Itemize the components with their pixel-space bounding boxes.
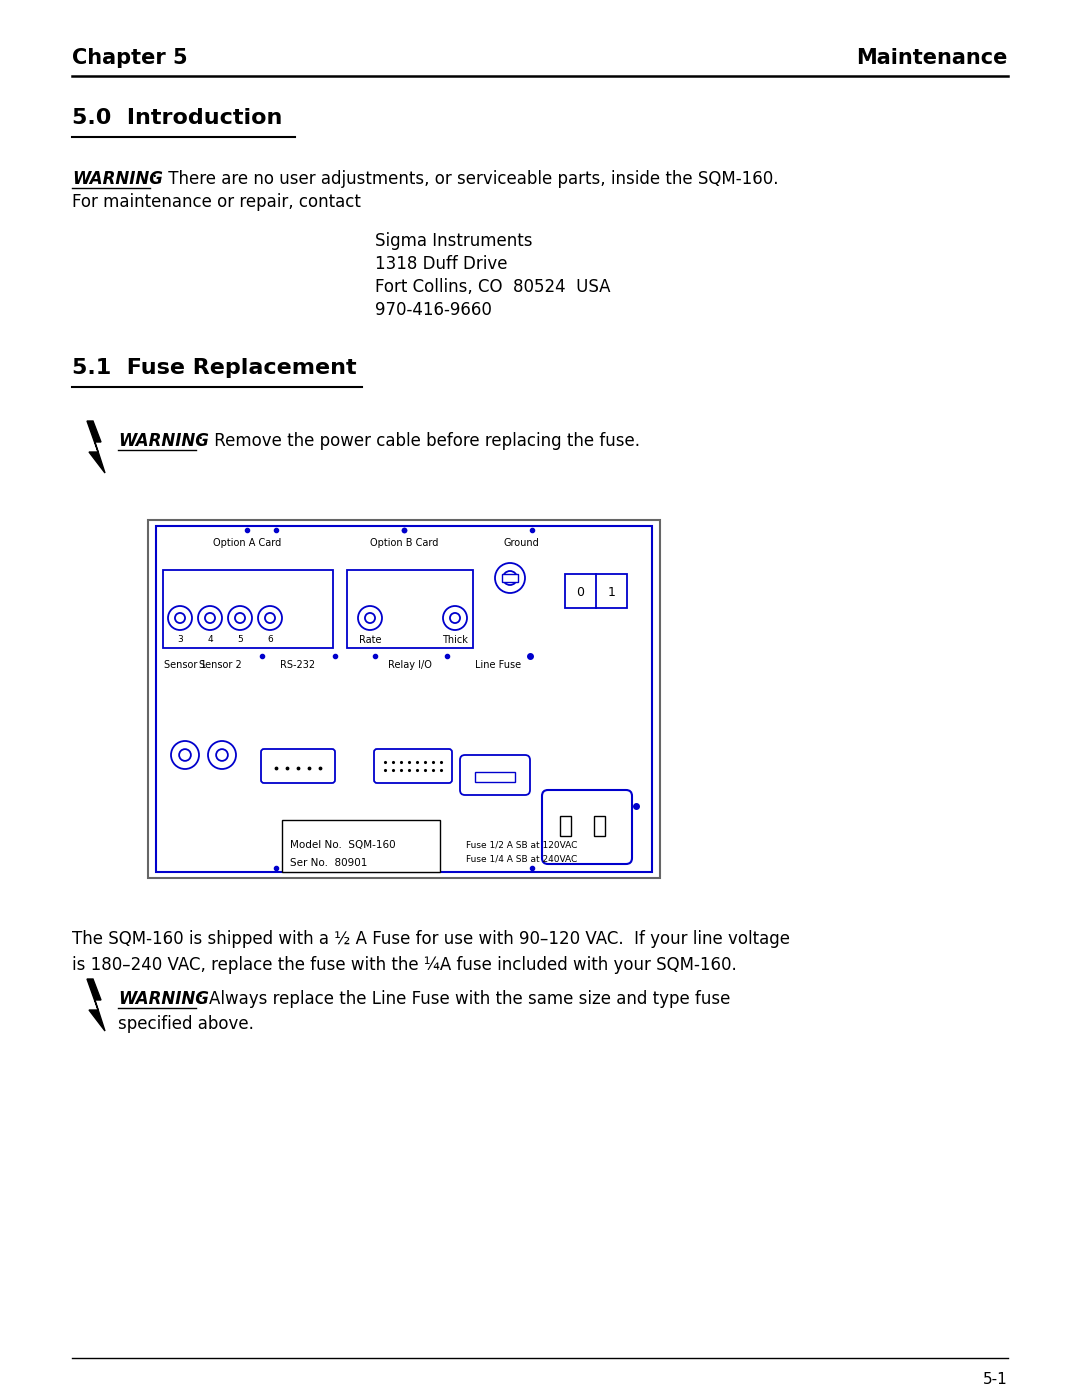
FancyBboxPatch shape	[374, 749, 453, 782]
Text: Option B Card: Option B Card	[369, 538, 438, 548]
Circle shape	[365, 613, 375, 623]
Text: is 180–240 VAC, replace the fuse with the ¼A fuse included with your SQM-160.: is 180–240 VAC, replace the fuse with th…	[72, 956, 737, 974]
Bar	[561, 816, 571, 835]
Text: 5.0  Introduction: 5.0 Introduction	[72, 108, 282, 129]
Text: WARNING: WARNING	[72, 170, 163, 189]
Text: Ser No.  80901: Ser No. 80901	[291, 858, 367, 868]
Circle shape	[357, 606, 382, 630]
FancyBboxPatch shape	[460, 754, 530, 795]
Circle shape	[171, 740, 199, 768]
Bar	[594, 816, 605, 835]
Text: Option A Card: Option A Card	[213, 538, 281, 548]
Circle shape	[205, 613, 215, 623]
Text: 5: 5	[238, 636, 243, 644]
Bar	[163, 570, 333, 648]
Circle shape	[228, 606, 252, 630]
Text: Sensor 1: Sensor 1	[164, 659, 206, 671]
FancyBboxPatch shape	[542, 789, 632, 863]
Text: :  Remove the power cable before replacing the fuse.: : Remove the power cable before replacin…	[198, 432, 640, 450]
Bar	[282, 820, 440, 872]
Text: 6: 6	[267, 636, 273, 644]
Circle shape	[216, 749, 228, 761]
Circle shape	[168, 606, 192, 630]
Text: RS-232: RS-232	[281, 659, 315, 671]
Circle shape	[198, 606, 222, 630]
Text: 970-416-9660: 970-416-9660	[375, 300, 491, 319]
Polygon shape	[87, 979, 105, 1031]
Bar	[565, 574, 627, 608]
Text: Sensor 2: Sensor 2	[199, 659, 241, 671]
Text: Relay I/O: Relay I/O	[388, 659, 432, 671]
Text: Ground: Ground	[503, 538, 539, 548]
Circle shape	[258, 606, 282, 630]
Text: 1: 1	[608, 587, 616, 599]
Bar	[148, 520, 660, 877]
Text: Fuse 1/2 A SB at 120VAC: Fuse 1/2 A SB at 120VAC	[465, 840, 578, 849]
Circle shape	[450, 613, 460, 623]
Text: 5-1: 5-1	[983, 1372, 1008, 1387]
Text: Chapter 5: Chapter 5	[72, 47, 188, 68]
Text: Fuse 1/4 A SB at 240VAC: Fuse 1/4 A SB at 240VAC	[465, 855, 577, 863]
Bar	[502, 574, 518, 583]
Text: Model No.  SQM-160: Model No. SQM-160	[291, 840, 395, 849]
Text: 3: 3	[177, 636, 183, 644]
FancyBboxPatch shape	[261, 749, 335, 782]
Circle shape	[495, 563, 525, 592]
Text: 4: 4	[207, 636, 213, 644]
Text: WARNING: WARNING	[118, 432, 208, 450]
Text: Thick: Thick	[442, 636, 468, 645]
Circle shape	[443, 606, 467, 630]
Text: Rate: Rate	[359, 636, 381, 645]
Text: : Always replace the Line Fuse with the same size and type fuse: : Always replace the Line Fuse with the …	[198, 990, 730, 1009]
Text: 5.1  Fuse Replacement: 5.1 Fuse Replacement	[72, 358, 356, 379]
Text: 1318 Duff Drive: 1318 Duff Drive	[375, 256, 508, 272]
Circle shape	[208, 740, 237, 768]
Text: Sigma Instruments: Sigma Instruments	[375, 232, 532, 250]
Circle shape	[175, 613, 185, 623]
Text: Line Fuse: Line Fuse	[475, 659, 521, 671]
Text: For maintenance or repair, contact: For maintenance or repair, contact	[72, 193, 361, 211]
Text: specified above.: specified above.	[118, 1016, 254, 1032]
Bar	[475, 773, 515, 782]
Circle shape	[503, 571, 517, 585]
Bar	[156, 527, 652, 872]
Text: WARNING: WARNING	[118, 990, 208, 1009]
Circle shape	[265, 613, 275, 623]
Text: Fort Collins, CO  80524  USA: Fort Collins, CO 80524 USA	[375, 278, 610, 296]
Text: Maintenance: Maintenance	[856, 47, 1008, 68]
Circle shape	[179, 749, 191, 761]
Text: :  There are no user adjustments, or serviceable parts, inside the SQM-160.: : There are no user adjustments, or serv…	[152, 170, 779, 189]
Text: The SQM-160 is shipped with a ½ A Fuse for use with 90–120 VAC.  If your line vo: The SQM-160 is shipped with a ½ A Fuse f…	[72, 930, 789, 949]
Bar	[347, 570, 473, 648]
Text: 0: 0	[576, 587, 584, 599]
Polygon shape	[87, 420, 105, 474]
Circle shape	[235, 613, 245, 623]
